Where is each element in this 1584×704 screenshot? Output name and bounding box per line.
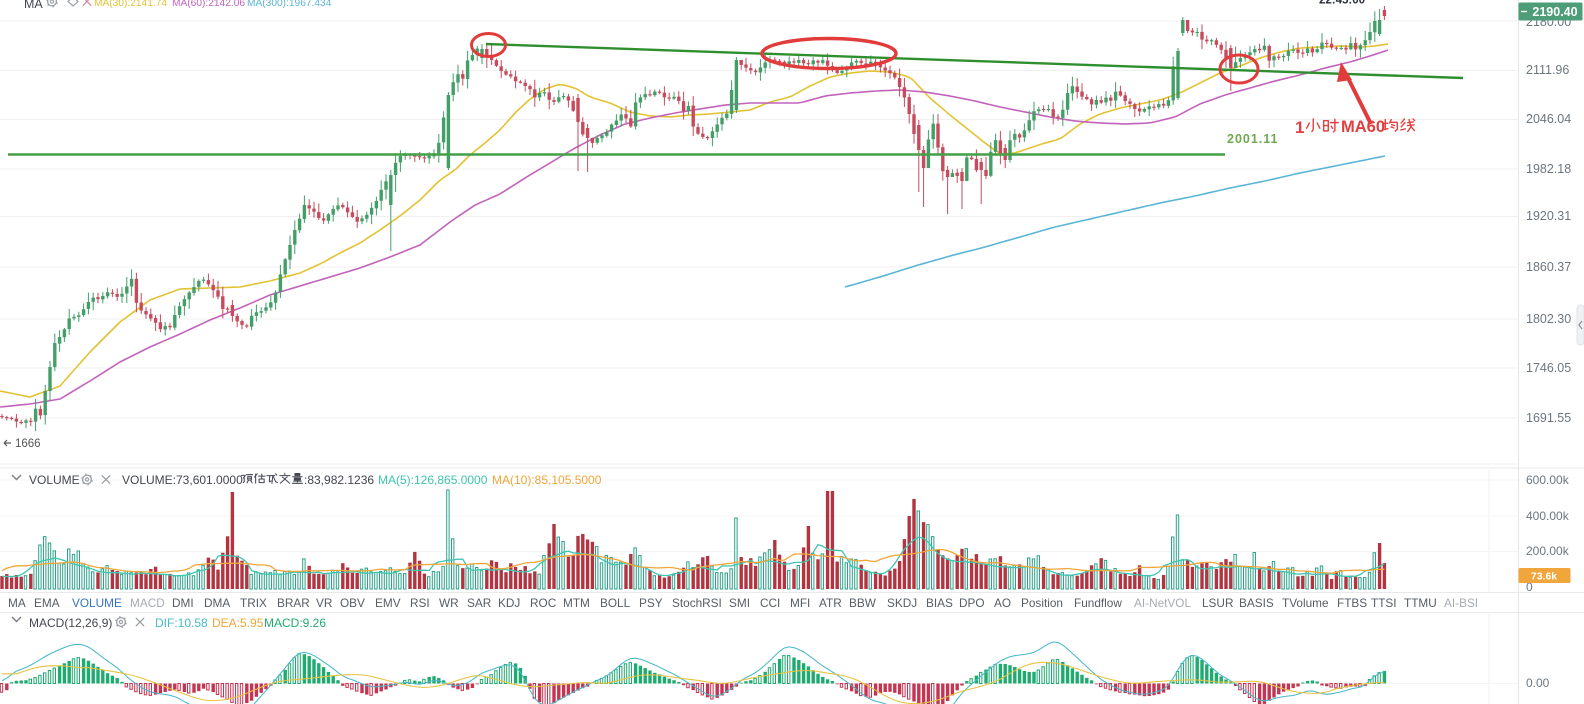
svg-text:VOLUME: VOLUME xyxy=(29,473,80,487)
svg-text:1: 1 xyxy=(1295,118,1304,137)
svg-text:2046.04: 2046.04 xyxy=(1526,112,1571,126)
svg-text:1746.05: 1746.05 xyxy=(1526,361,1571,375)
svg-text:MFI: MFI xyxy=(790,596,810,610)
svg-text:VOLUME:73,601.0000: VOLUME:73,601.0000 xyxy=(122,473,243,487)
svg-text:1860.37: 1860.37 xyxy=(1526,260,1571,274)
svg-text:RSI: RSI xyxy=(410,596,430,610)
svg-text:MA(300):1967.434: MA(300):1967.434 xyxy=(247,0,332,9)
svg-text:1802.30: 1802.30 xyxy=(1526,312,1571,326)
svg-text:VOLUME: VOLUME xyxy=(72,596,122,610)
svg-text:MACD: MACD xyxy=(130,596,165,610)
svg-text:AO: AO xyxy=(994,596,1011,610)
svg-text:BOLL: BOLL xyxy=(600,596,631,610)
svg-text:SKDJ: SKDJ xyxy=(887,596,917,610)
svg-text:MA(5):126,865.0000: MA(5):126,865.0000 xyxy=(378,473,488,487)
svg-text:BIAS: BIAS xyxy=(926,596,953,610)
svg-text:TVolume: TVolume xyxy=(1282,596,1329,610)
svg-text:DEA:5.95: DEA:5.95 xyxy=(212,616,264,630)
svg-text:OBV: OBV xyxy=(340,596,365,610)
svg-text:1691.55: 1691.55 xyxy=(1526,411,1571,425)
svg-text:0.00: 0.00 xyxy=(1526,676,1550,690)
svg-text:200.00k: 200.00k xyxy=(1526,544,1570,558)
svg-text:StochRSI: StochRSI xyxy=(672,596,722,610)
svg-text:LSUR: LSUR xyxy=(1202,596,1233,610)
svg-text:MA60: MA60 xyxy=(1341,118,1385,136)
svg-text:MACD:9.26: MACD:9.26 xyxy=(264,616,326,630)
svg-text:1920.31: 1920.31 xyxy=(1526,209,1571,223)
svg-text:2111.96: 2111.96 xyxy=(1526,63,1569,77)
svg-text:BASIS: BASIS xyxy=(1239,596,1274,610)
svg-text:2001.11: 2001.11 xyxy=(1227,132,1279,146)
svg-text:DMA: DMA xyxy=(204,596,230,610)
svg-text:WR: WR xyxy=(439,596,459,610)
svg-text:TTMU: TTMU xyxy=(1404,596,1437,610)
svg-text:MTM: MTM xyxy=(563,596,590,610)
svg-text:400.00k: 400.00k xyxy=(1526,509,1570,523)
svg-text:MA: MA xyxy=(8,596,26,610)
svg-text:BBW: BBW xyxy=(849,596,877,610)
svg-text:CCI: CCI xyxy=(760,596,780,610)
svg-text:2190.40: 2190.40 xyxy=(1532,5,1577,19)
svg-text:ATR: ATR xyxy=(819,596,842,610)
svg-text:DIF:10.58: DIF:10.58 xyxy=(155,616,208,630)
svg-text:MA(60):2142.06: MA(60):2142.06 xyxy=(172,0,245,9)
svg-text:1666: 1666 xyxy=(15,438,41,450)
svg-text:PSY: PSY xyxy=(639,596,663,610)
svg-text:22:45:00: 22:45:00 xyxy=(1319,0,1365,7)
svg-text:Fundflow: Fundflow xyxy=(1074,596,1122,610)
svg-text:TRIX: TRIX xyxy=(240,596,267,610)
svg-text:EMV: EMV xyxy=(375,596,401,610)
svg-text:AI-BSI: AI-BSI xyxy=(1444,596,1478,610)
svg-text:FTBS: FTBS xyxy=(1337,596,1367,610)
svg-text:TTSI: TTSI xyxy=(1371,596,1397,610)
svg-text:1982.18: 1982.18 xyxy=(1526,162,1571,176)
svg-text:SAR: SAR xyxy=(467,596,491,610)
svg-text:DMI: DMI xyxy=(172,596,194,610)
svg-text:Position: Position xyxy=(1021,596,1063,610)
svg-text:0: 0 xyxy=(1526,580,1533,594)
svg-text:KDJ: KDJ xyxy=(498,596,520,610)
svg-text:MA(10):85,105.5000: MA(10):85,105.5000 xyxy=(492,473,602,487)
svg-text:MA: MA xyxy=(24,0,43,11)
svg-text:SMI: SMI xyxy=(729,596,750,610)
svg-text:73.6k: 73.6k xyxy=(1531,571,1557,583)
svg-text:MA(30):2141.74: MA(30):2141.74 xyxy=(94,0,167,9)
svg-text:DPO: DPO xyxy=(959,596,985,610)
svg-text::83,982.1236: :83,982.1236 xyxy=(304,473,374,487)
svg-text:MACD(12,26,9): MACD(12,26,9) xyxy=(29,616,112,630)
svg-text:EMA: EMA xyxy=(34,596,60,610)
svg-text:BRAR: BRAR xyxy=(277,596,310,610)
svg-text:ROC: ROC xyxy=(530,596,557,610)
svg-text:VR: VR xyxy=(316,596,332,610)
svg-text:600.00k: 600.00k xyxy=(1526,473,1570,487)
svg-text:AI-NetVOL: AI-NetVOL xyxy=(1134,596,1191,610)
